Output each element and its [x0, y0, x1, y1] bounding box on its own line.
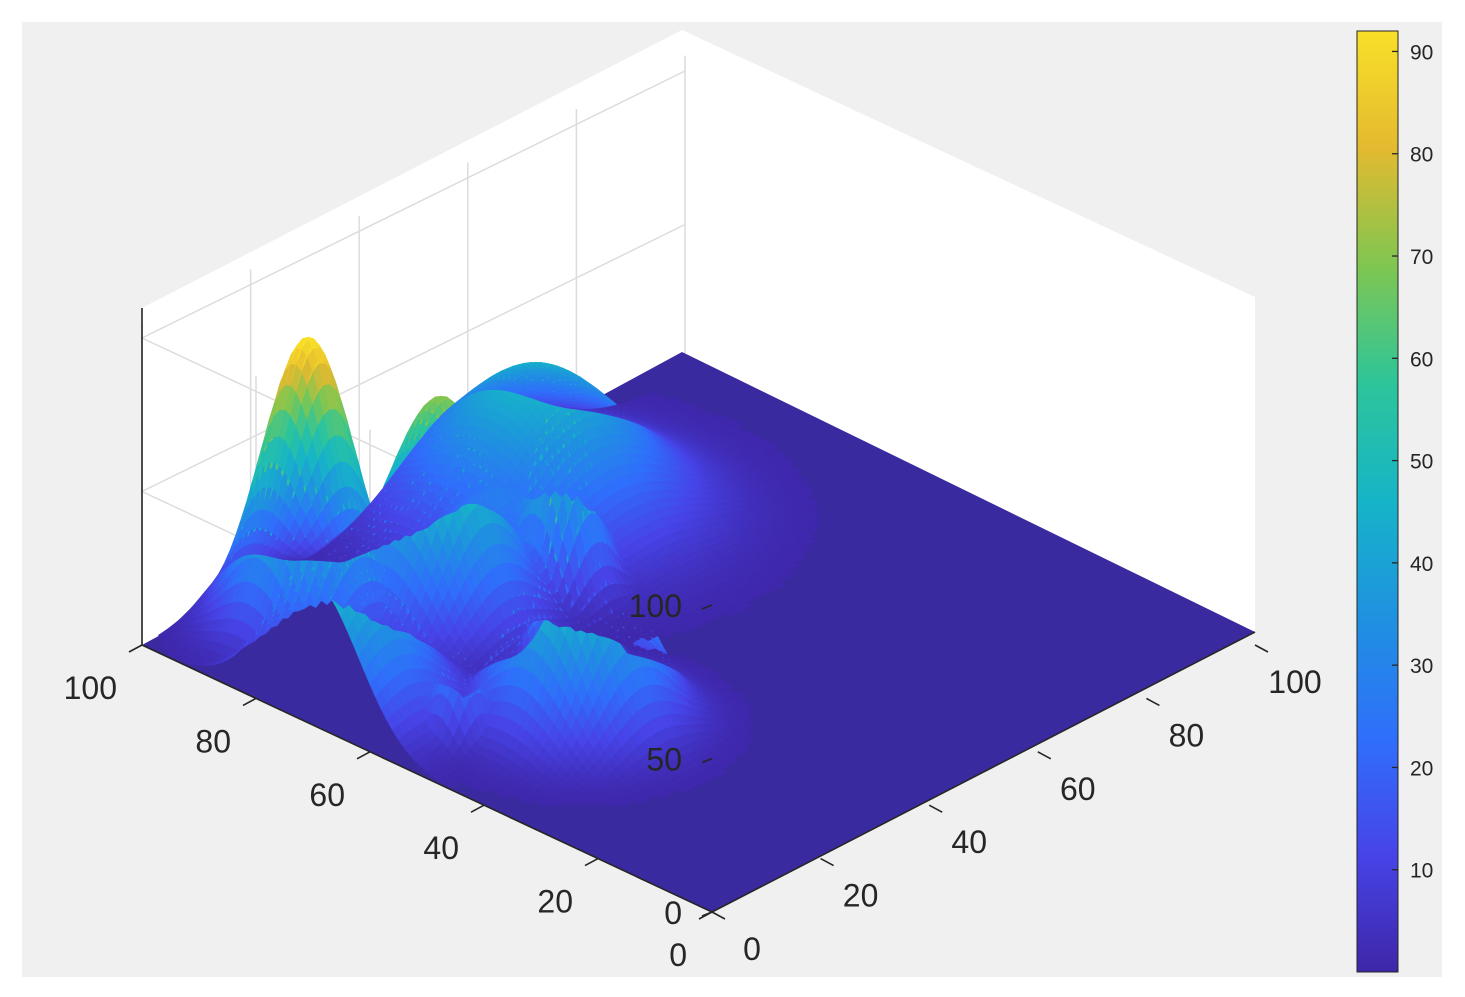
- surface-mesh: [157, 336, 822, 807]
- surface-floor: [142, 352, 1255, 912]
- back-wall-right: [682, 30, 1255, 632]
